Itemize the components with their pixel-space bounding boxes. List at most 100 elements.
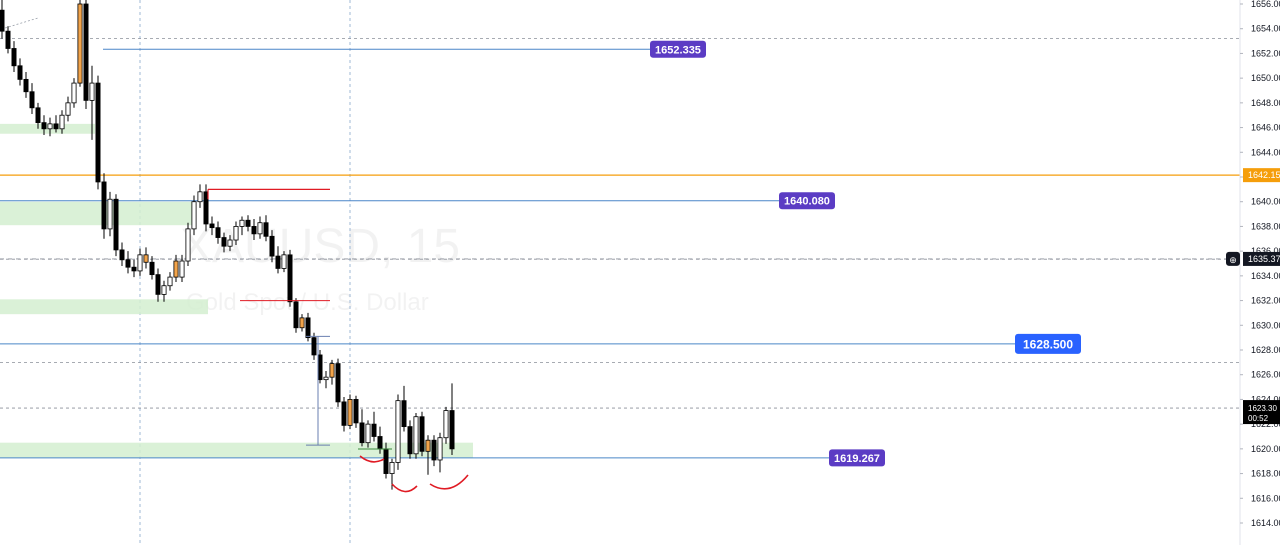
price-axis: 1656.00 1654.00 1652.00 1650.00 1648.00 1646.… [1226, 0, 1280, 545]
candle [41, 115, 47, 135]
candle-body [425, 439, 431, 452]
candle-body [35, 107, 41, 124]
candle [353, 395, 359, 428]
demand-zone-4 [0, 442, 473, 458]
orange-price-label: 1642.15 [1248, 170, 1280, 180]
red-curve-3 [429, 474, 469, 490]
candle-body [269, 235, 275, 257]
candle [83, 0, 89, 110]
candle-body [71, 82, 77, 104]
candle-body [323, 376, 329, 381]
watermark: XAUUSD, 15 Gold Spot / U.S. Dollar [180, 220, 460, 316]
candle [425, 435, 431, 475]
level-1628-tag: 1628.500 [1015, 333, 1081, 354]
candle-body [203, 191, 209, 225]
candle [431, 435, 437, 467]
candle [47, 117, 53, 137]
candle [155, 268, 161, 302]
candle [257, 216, 263, 239]
candle [107, 191, 113, 237]
candle-body [179, 260, 185, 278]
candle [395, 394, 401, 470]
tick-label: 1626.00 [1251, 370, 1280, 380]
candle-body [389, 462, 395, 474]
candle [179, 254, 185, 283]
candle-body [233, 226, 239, 241]
candle [29, 83, 35, 114]
candle-body [77, 3, 83, 84]
tick-label: 1634.00 [1251, 271, 1280, 281]
candle [293, 298, 299, 333]
candle [239, 216, 245, 236]
candle [185, 222, 191, 266]
candle [137, 248, 143, 276]
candle [101, 173, 107, 239]
candle-body [251, 226, 257, 235]
candle-body [221, 237, 227, 247]
candle [245, 215, 251, 232]
candle [269, 230, 275, 263]
candle [89, 65, 95, 140]
price-axis-bg [1240, 0, 1280, 545]
candle [191, 195, 197, 236]
candle [119, 242, 125, 266]
candle-body [245, 219, 251, 227]
candle-body [101, 181, 107, 230]
candles [0, 0, 455, 490]
candle-body [275, 255, 281, 269]
candle [0, 0, 5, 39]
candle [317, 349, 323, 384]
orange-price-tag [1243, 168, 1280, 183]
candle [227, 235, 233, 252]
candle-body [209, 223, 215, 229]
candle [113, 194, 119, 257]
candle-body [131, 266, 137, 272]
tick-label: 1620.00 [1251, 444, 1280, 454]
candle-body [335, 363, 341, 403]
tick-label: 1656.00 [1251, 0, 1280, 9]
tick-label: 1624.00 [1251, 394, 1280, 404]
level-1619-tag: 1619.267 [829, 449, 885, 467]
candle [251, 219, 257, 241]
watermark-symbol: XAUUSD, 15 [180, 220, 460, 273]
candle-body [83, 3, 89, 101]
candle-body [11, 48, 17, 67]
candle-body [401, 400, 407, 428]
last-price-tag [1243, 400, 1280, 425]
candle-body [107, 198, 113, 230]
tick-label: 1652.00 [1251, 48, 1280, 58]
candle [35, 102, 41, 129]
countdown-label: 00:52 [1248, 414, 1269, 423]
candle-body [443, 410, 449, 439]
level-1628-tag-label: 1628.500 [1023, 337, 1073, 351]
candle [197, 184, 203, 208]
red-curve-2 [391, 483, 418, 493]
candle-body [95, 82, 101, 183]
candle [347, 394, 353, 430]
tick-label: 1648.00 [1251, 98, 1280, 108]
level-1640-tag-bg [779, 192, 835, 210]
tick-label: 1630.00 [1251, 320, 1280, 330]
level-1640-tag-label: 1640.080 [784, 196, 830, 208]
candle-body [125, 259, 131, 268]
tick-label: 1628.00 [1251, 345, 1280, 355]
candle-body [137, 254, 143, 272]
tick-label: 1622.00 [1251, 419, 1280, 429]
candle-body [437, 437, 443, 461]
candle [149, 256, 155, 280]
candle-body [17, 65, 23, 80]
candle [365, 420, 371, 448]
candle-body [377, 436, 383, 450]
candle-body [407, 426, 413, 455]
candle-body [329, 363, 335, 378]
candle-body [299, 317, 305, 329]
candle [275, 246, 281, 274]
level-1652-tag-bg [650, 40, 706, 58]
candle-body [347, 399, 353, 426]
candle-body [0, 9, 5, 32]
crosshair-price-tag [1243, 251, 1280, 266]
candle [95, 75, 101, 190]
candle-body [371, 423, 377, 437]
candle [305, 312, 311, 342]
